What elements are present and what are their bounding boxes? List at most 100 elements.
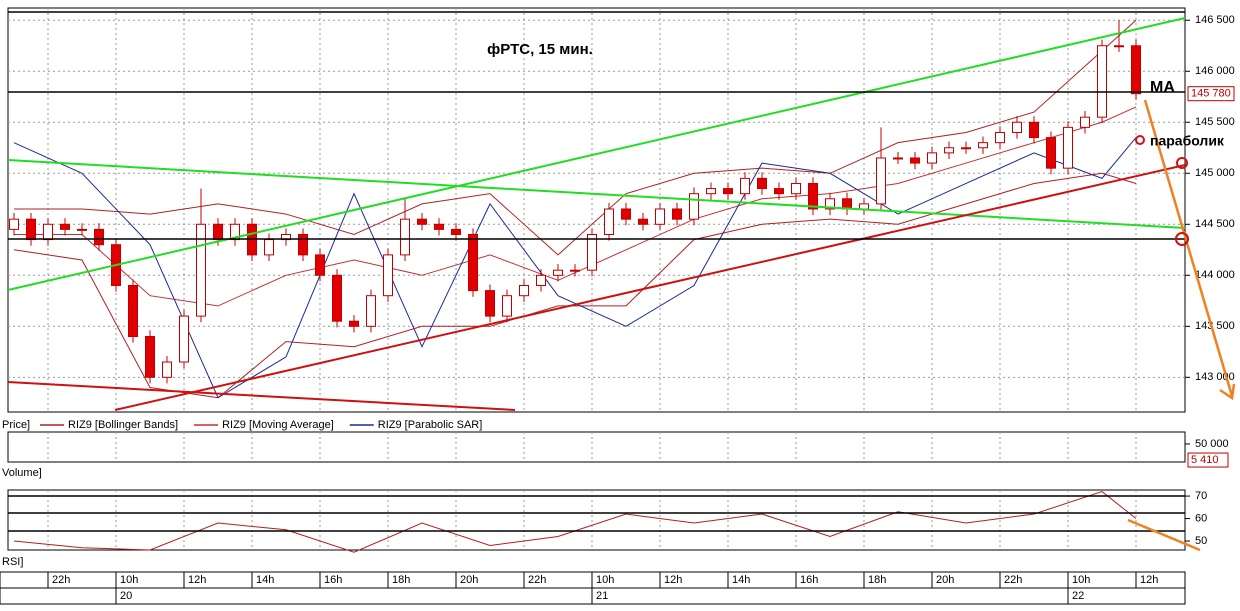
y-tick-label: 146 500	[1195, 14, 1235, 26]
candle-body	[706, 188, 716, 195]
y-tick-label: 145 500	[1195, 116, 1235, 128]
candle-body	[553, 269, 563, 276]
arrow-head	[1219, 383, 1236, 401]
y-tick-label: 143 500	[1195, 320, 1235, 332]
drawings	[7, 11, 1236, 552]
day-label: 20	[120, 590, 132, 602]
candle-body	[468, 233, 478, 292]
x-tick-label: 20h	[460, 574, 478, 586]
forecast-arrow	[1143, 99, 1234, 397]
panel-label: Price]	[2, 419, 30, 431]
trend-line	[7, 381, 516, 411]
candle-body	[94, 228, 104, 246]
candle-body	[961, 147, 971, 150]
candle-body	[485, 290, 495, 317]
x-tick-label: 10h	[120, 574, 138, 586]
candle-body	[859, 203, 869, 210]
candle-body	[893, 157, 903, 160]
marker	[1135, 135, 1145, 145]
candle-body	[315, 254, 325, 276]
x-tick-label: 22h	[528, 574, 546, 586]
candle-body	[60, 223, 70, 230]
legend-label: RIZ9 [Parabolic SAR]	[378, 419, 483, 431]
rsi-panel	[7, 489, 1186, 551]
candle-body	[1063, 126, 1073, 169]
candle-body	[587, 233, 597, 271]
candle-body	[740, 177, 750, 195]
volume-panel	[7, 431, 1186, 463]
day-label: 21	[596, 590, 608, 602]
candle-body	[995, 131, 1005, 144]
candle-body	[145, 336, 155, 378]
candle-body	[502, 295, 512, 317]
candle-body	[723, 188, 733, 195]
chart-title: фРТС, 15 мин.	[487, 41, 593, 58]
last-price-label: 145 780	[1191, 88, 1231, 100]
trend-line	[114, 164, 1186, 411]
candle-body	[349, 320, 359, 327]
candle-body	[9, 218, 19, 230]
candle-body	[910, 157, 920, 164]
candle-body	[1114, 45, 1124, 48]
candle-body	[825, 198, 835, 210]
x-tick-label: 18h	[868, 574, 886, 586]
x-tick-label: 20h	[936, 574, 954, 586]
candle-body	[26, 218, 36, 241]
candle-body	[1080, 116, 1090, 128]
x-tick-label: 16h	[800, 574, 818, 586]
candle-body	[1029, 121, 1039, 139]
x-tick-label: 10h	[596, 574, 614, 586]
x-tick-label: 14h	[732, 574, 750, 586]
candle-body	[1097, 45, 1107, 118]
candle-body	[944, 147, 954, 154]
price-panel	[7, 7, 1186, 413]
y-tick-label: 50 000	[1195, 438, 1229, 450]
x-tick-label: 14h	[256, 574, 274, 586]
x-tick-label: 18h	[392, 574, 410, 586]
candle-body	[672, 208, 682, 220]
indicator-line	[13, 137, 1137, 399]
candle-body	[128, 284, 138, 338]
x-tick-label: 22h	[1004, 574, 1022, 586]
candle-body	[434, 223, 444, 230]
panel-label: RSI]	[2, 556, 23, 568]
day-label: 22	[1072, 590, 1084, 602]
y-tick-label: 60	[1195, 512, 1207, 524]
panel-label: Volume]	[2, 467, 42, 479]
last-value-label: 5 410	[1191, 454, 1219, 466]
x-tick-label: 10h	[1072, 574, 1090, 586]
x-tick-label: 12h	[188, 574, 206, 586]
trend-line	[7, 17, 1186, 291]
candle-body	[213, 223, 223, 241]
candle-body	[927, 152, 937, 164]
last-value-box	[1187, 452, 1229, 468]
annotation: MA	[1150, 79, 1175, 96]
candle-body	[1012, 121, 1022, 133]
legend-label: RIZ9 [Bollinger Bands]	[68, 419, 178, 431]
candle-body	[876, 157, 886, 205]
y-tick-label: 144 500	[1195, 218, 1235, 230]
y-tick-label: 146 000	[1195, 65, 1235, 77]
candle-body	[451, 228, 461, 235]
candle-body	[536, 274, 546, 286]
candle-body	[417, 218, 427, 225]
indicator-line	[13, 172, 1137, 399]
x-tick-label: 12h	[664, 574, 682, 586]
candle-body	[1131, 45, 1141, 95]
candle-body	[757, 177, 767, 190]
candle-body	[791, 182, 801, 195]
rsi-line	[13, 491, 1137, 553]
candle-body	[264, 239, 274, 256]
candle-body	[400, 218, 410, 256]
annotation: параболик	[1150, 133, 1225, 149]
candle-body	[383, 254, 393, 297]
candle-body	[43, 223, 53, 241]
x-tick-label: 16h	[324, 574, 342, 586]
candle-body	[179, 315, 189, 363]
indicator-line	[14, 19, 1137, 256]
candle-body	[689, 193, 699, 220]
candle-body	[604, 208, 614, 235]
forecast-arrow	[1127, 518, 1201, 552]
